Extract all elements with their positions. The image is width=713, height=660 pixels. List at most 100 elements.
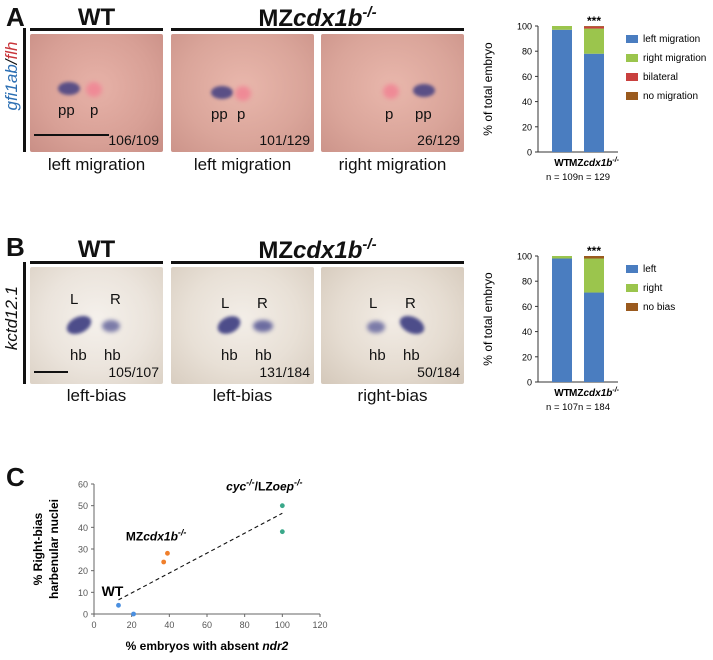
y-tick-label: 20 (522, 352, 532, 362)
y-tick-label: 60 (522, 72, 532, 82)
y-axis-title: % of total embryo (481, 272, 495, 366)
panel-a-stacked-bar-chart: % of total embryo 0 20 40 60 80 100 WT n = 109 MZ… (481, 14, 706, 182)
bar-segment (552, 258, 572, 382)
y-axis-title: % of total embryo (481, 42, 495, 136)
data-point (279, 529, 285, 535)
significance-marker: *** (587, 14, 601, 28)
image-label: p (90, 102, 99, 119)
panel-letter-a: A (6, 2, 25, 32)
left-habenula-stain (367, 321, 385, 333)
panel-b-image-3: L R hb hb 50/184 (321, 267, 464, 384)
panel-b-mz-underline (171, 261, 464, 264)
legend-swatch (626, 92, 638, 100)
x-axis-title: % embryos with absent ndr2 (126, 639, 289, 653)
embryo-count: 131/184 (259, 364, 310, 380)
x-tick-label: 60 (202, 620, 212, 630)
bar-segment (584, 256, 604, 259)
trendline (118, 512, 283, 601)
bar-segment (584, 26, 604, 29)
embryo-count: 106/109 (108, 132, 159, 148)
bar-segment (584, 26, 604, 27)
category-label: WT (554, 388, 570, 399)
x-tick-label: 80 (240, 620, 250, 630)
group-label-wt: WT (102, 583, 124, 599)
data-point (116, 602, 121, 608)
left-label: L (70, 291, 79, 308)
image-label: pp (58, 102, 75, 119)
panel-b-wt-underline (30, 261, 163, 264)
left-habenula-stain (63, 312, 95, 338)
y-tick-label: 80 (522, 277, 532, 287)
panel-a-left-bar (23, 28, 26, 152)
y-tick-label: 80 (522, 47, 532, 57)
y-tick-label: 100 (517, 22, 532, 32)
scale-bar (34, 134, 109, 136)
panel-a-mz-title: MZcdx1b-/- (258, 4, 377, 32)
y-tick-label: 0 (527, 148, 532, 158)
habenula-label: hb (70, 347, 87, 364)
pineal-stain (58, 82, 80, 95)
bar-segment (584, 258, 604, 293)
y-tick-label: 10 (78, 588, 88, 598)
panel-a-image-1: pp p 106/109 (30, 34, 163, 152)
right-habenula-stain (396, 312, 428, 338)
y-tick-label: 40 (78, 523, 88, 533)
data-point (161, 559, 167, 565)
group-label-mz: MZcdx1b-/- (126, 527, 187, 543)
category-label: MZcdx1b-/- (569, 157, 620, 169)
x-tick-label: 120 (312, 620, 327, 630)
legend-swatch (626, 284, 638, 292)
habenula-label: hb (403, 347, 420, 364)
data-point (165, 550, 170, 556)
habenula-label: hb (369, 347, 386, 364)
y-tick-label: 40 (522, 97, 532, 107)
y-tick-label: 0 (83, 610, 88, 620)
habenula-label: hb (255, 347, 272, 364)
right-label: R (405, 295, 416, 312)
right-habenula-stain (102, 320, 120, 332)
panel-b-caption-1: left-bias (66, 386, 127, 405)
panel-b-caption-2: left-bias (212, 386, 273, 405)
legend-swatch (626, 303, 638, 311)
panel-a-image-3: p pp 26/129 (321, 34, 464, 152)
panel-letter-c: C (6, 462, 25, 492)
y-tick-label: 50 (78, 501, 88, 511)
y-axis-title-line-1: % Right-bias (31, 512, 45, 585)
bar-segment (584, 292, 604, 382)
y-tick-label: 60 (78, 480, 88, 490)
right-habenula-stain (253, 320, 273, 332)
bar-segment (552, 29, 572, 152)
flh-stain (86, 82, 102, 97)
n-label: n = 184 (578, 402, 610, 413)
legend-swatch (626, 35, 638, 43)
bar-segment (552, 26, 572, 30)
legend-swatch (626, 265, 638, 273)
habenula-label: hb (104, 347, 121, 364)
embryo-count: 101/129 (259, 132, 310, 148)
panel-b-image-1: L R hb hb 105/107 (30, 267, 163, 384)
x-tick-label: 20 (127, 620, 137, 630)
panel-b-left-bar (23, 262, 26, 384)
x-tick-label: 100 (275, 620, 290, 630)
panel-letter-b: B (6, 232, 25, 262)
x-tick-label: 40 (164, 620, 174, 630)
right-label: R (110, 291, 121, 308)
legend-swatch (626, 54, 638, 62)
panel-a-image-2: pp p 101/129 (171, 34, 314, 152)
legend-label: left (643, 264, 657, 275)
scale-bar (34, 371, 68, 373)
image-label: p (237, 106, 246, 123)
n-label: n = 109 (546, 172, 578, 182)
y-tick-label: 20 (522, 122, 532, 132)
significance-marker: *** (587, 244, 601, 258)
pineal-stain (413, 84, 435, 97)
n-label: n = 129 (578, 172, 610, 182)
embryo-count: 105/107 (108, 364, 159, 380)
legend-label: bilateral (643, 72, 678, 83)
embryo-count: 50/184 (417, 364, 460, 380)
flh-stain (383, 84, 399, 99)
left-label: L (221, 295, 230, 312)
group-label-cyc-lzoep: cyc-/-/LZoep-/- (226, 478, 302, 494)
panel-a-caption-3: right migration (338, 155, 447, 174)
bar-segment (552, 256, 572, 259)
